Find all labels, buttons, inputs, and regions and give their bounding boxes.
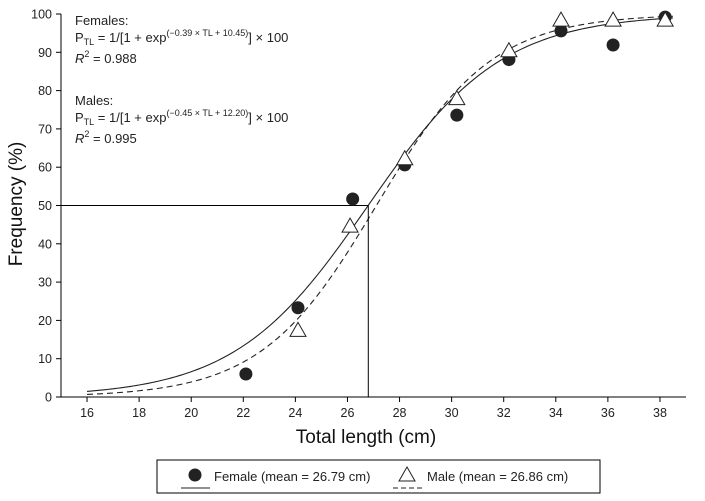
males-formula: PTL = 1/[1 + exp(−0.45 × TL + 12.20)] × … [75,108,288,127]
males-r2-power: 2 [84,129,89,139]
male-point [341,217,359,233]
x-axis-title: Total length (cm) [296,427,436,448]
legend-female-label: Female (mean = 26.79 cm) [214,469,370,484]
females-r2: R2 = 0.988 [75,49,137,66]
x-tick-label: 34 [549,406,563,420]
females-p-sub: TL [84,37,95,47]
females-r2-symbol: R [75,51,84,66]
legend-male-marker [398,465,416,482]
males-heading: Males: [75,93,113,108]
y-tick-label: 50 [38,199,52,213]
x-tick-label: 36 [601,406,615,420]
male-point [395,149,414,166]
females-eq-post: ] × 100 [248,30,288,45]
legend: Female (mean = 26.79 cm) Male (mean = 26… [156,459,601,494]
males-p-sub: TL [84,117,95,127]
y-tick-label: 70 [38,122,52,136]
males-eq-pre: = 1/[1 + exp [94,110,166,125]
x-tick-label: 18 [132,406,146,420]
legend-female-marker [188,468,202,482]
male-point [500,41,518,58]
x-tick-label: 32 [497,406,511,420]
reference-lines [61,205,369,397]
female-point [606,38,620,52]
females-formula: PTL = 1/[1 + exp(−0.39 × TL + 10.45)] × … [75,28,288,47]
males-r2-value: = 0.995 [89,131,136,146]
females-equation: Females: PTL = 1/[1 + exp(−0.39 × TL + 1… [75,13,288,66]
male-point [447,89,466,106]
y-tick-label: 80 [38,84,52,98]
x-tick-label: 16 [80,406,94,420]
x-tick-label: 20 [184,406,198,420]
y-tick-label: 90 [38,46,52,60]
male-point [552,11,570,27]
female-fit-curve [86,17,674,392]
males-equation: Males: PTL = 1/[1 + exp(−0.45 × TL + 12.… [75,93,288,146]
males-r2: R2 = 0.995 [75,129,137,146]
male-point [289,321,307,337]
legend-box [156,459,601,494]
males-exponent: (−0.45 × TL + 12.20) [166,108,248,118]
females-p: P [75,30,84,45]
y-tick-label: 100 [31,8,52,22]
female-point [450,108,464,122]
y-tick-label: 30 [38,276,52,290]
male-point [656,11,675,27]
male-point [604,11,622,27]
males-p: P [75,110,84,125]
female-point [346,192,360,206]
x-tick-label: 30 [445,406,459,420]
females-eq-pre: = 1/[1 + exp [94,30,166,45]
y-tick-label: 60 [38,161,52,175]
x-tick-label: 22 [236,406,250,420]
data-markers [239,10,675,381]
axis-ticks: 16 18 20 22 24 26 28 30 32 34 36 380102030405060708… [31,8,667,421]
female-point [291,301,305,315]
females-r2-value: = 0.988 [89,51,136,66]
x-tick-label: 28 [393,406,407,420]
female-point [239,367,253,381]
legend-male-label: Male (mean = 26.86 cm) [427,469,568,484]
females-r2-power: 2 [84,49,89,59]
males-r2-symbol: R [75,131,84,146]
females-heading: Females: [75,13,128,28]
y-tick-label: 0 [45,391,52,405]
x-tick-label: 24 [288,406,302,420]
female-point [554,24,568,38]
females-exponent: (−0.39 × TL + 10.45) [166,28,248,38]
y-tick-label: 40 [38,237,52,251]
y-tick-label: 20 [38,314,52,328]
y-tick-label: 10 [38,352,52,366]
x-tick-label: 38 [653,406,667,420]
x-tick-label: 26 [341,406,355,420]
fit-curves [86,15,674,395]
y-axis-title: Frequency (%) [6,142,27,267]
males-eq-post: ] × 100 [248,110,288,125]
